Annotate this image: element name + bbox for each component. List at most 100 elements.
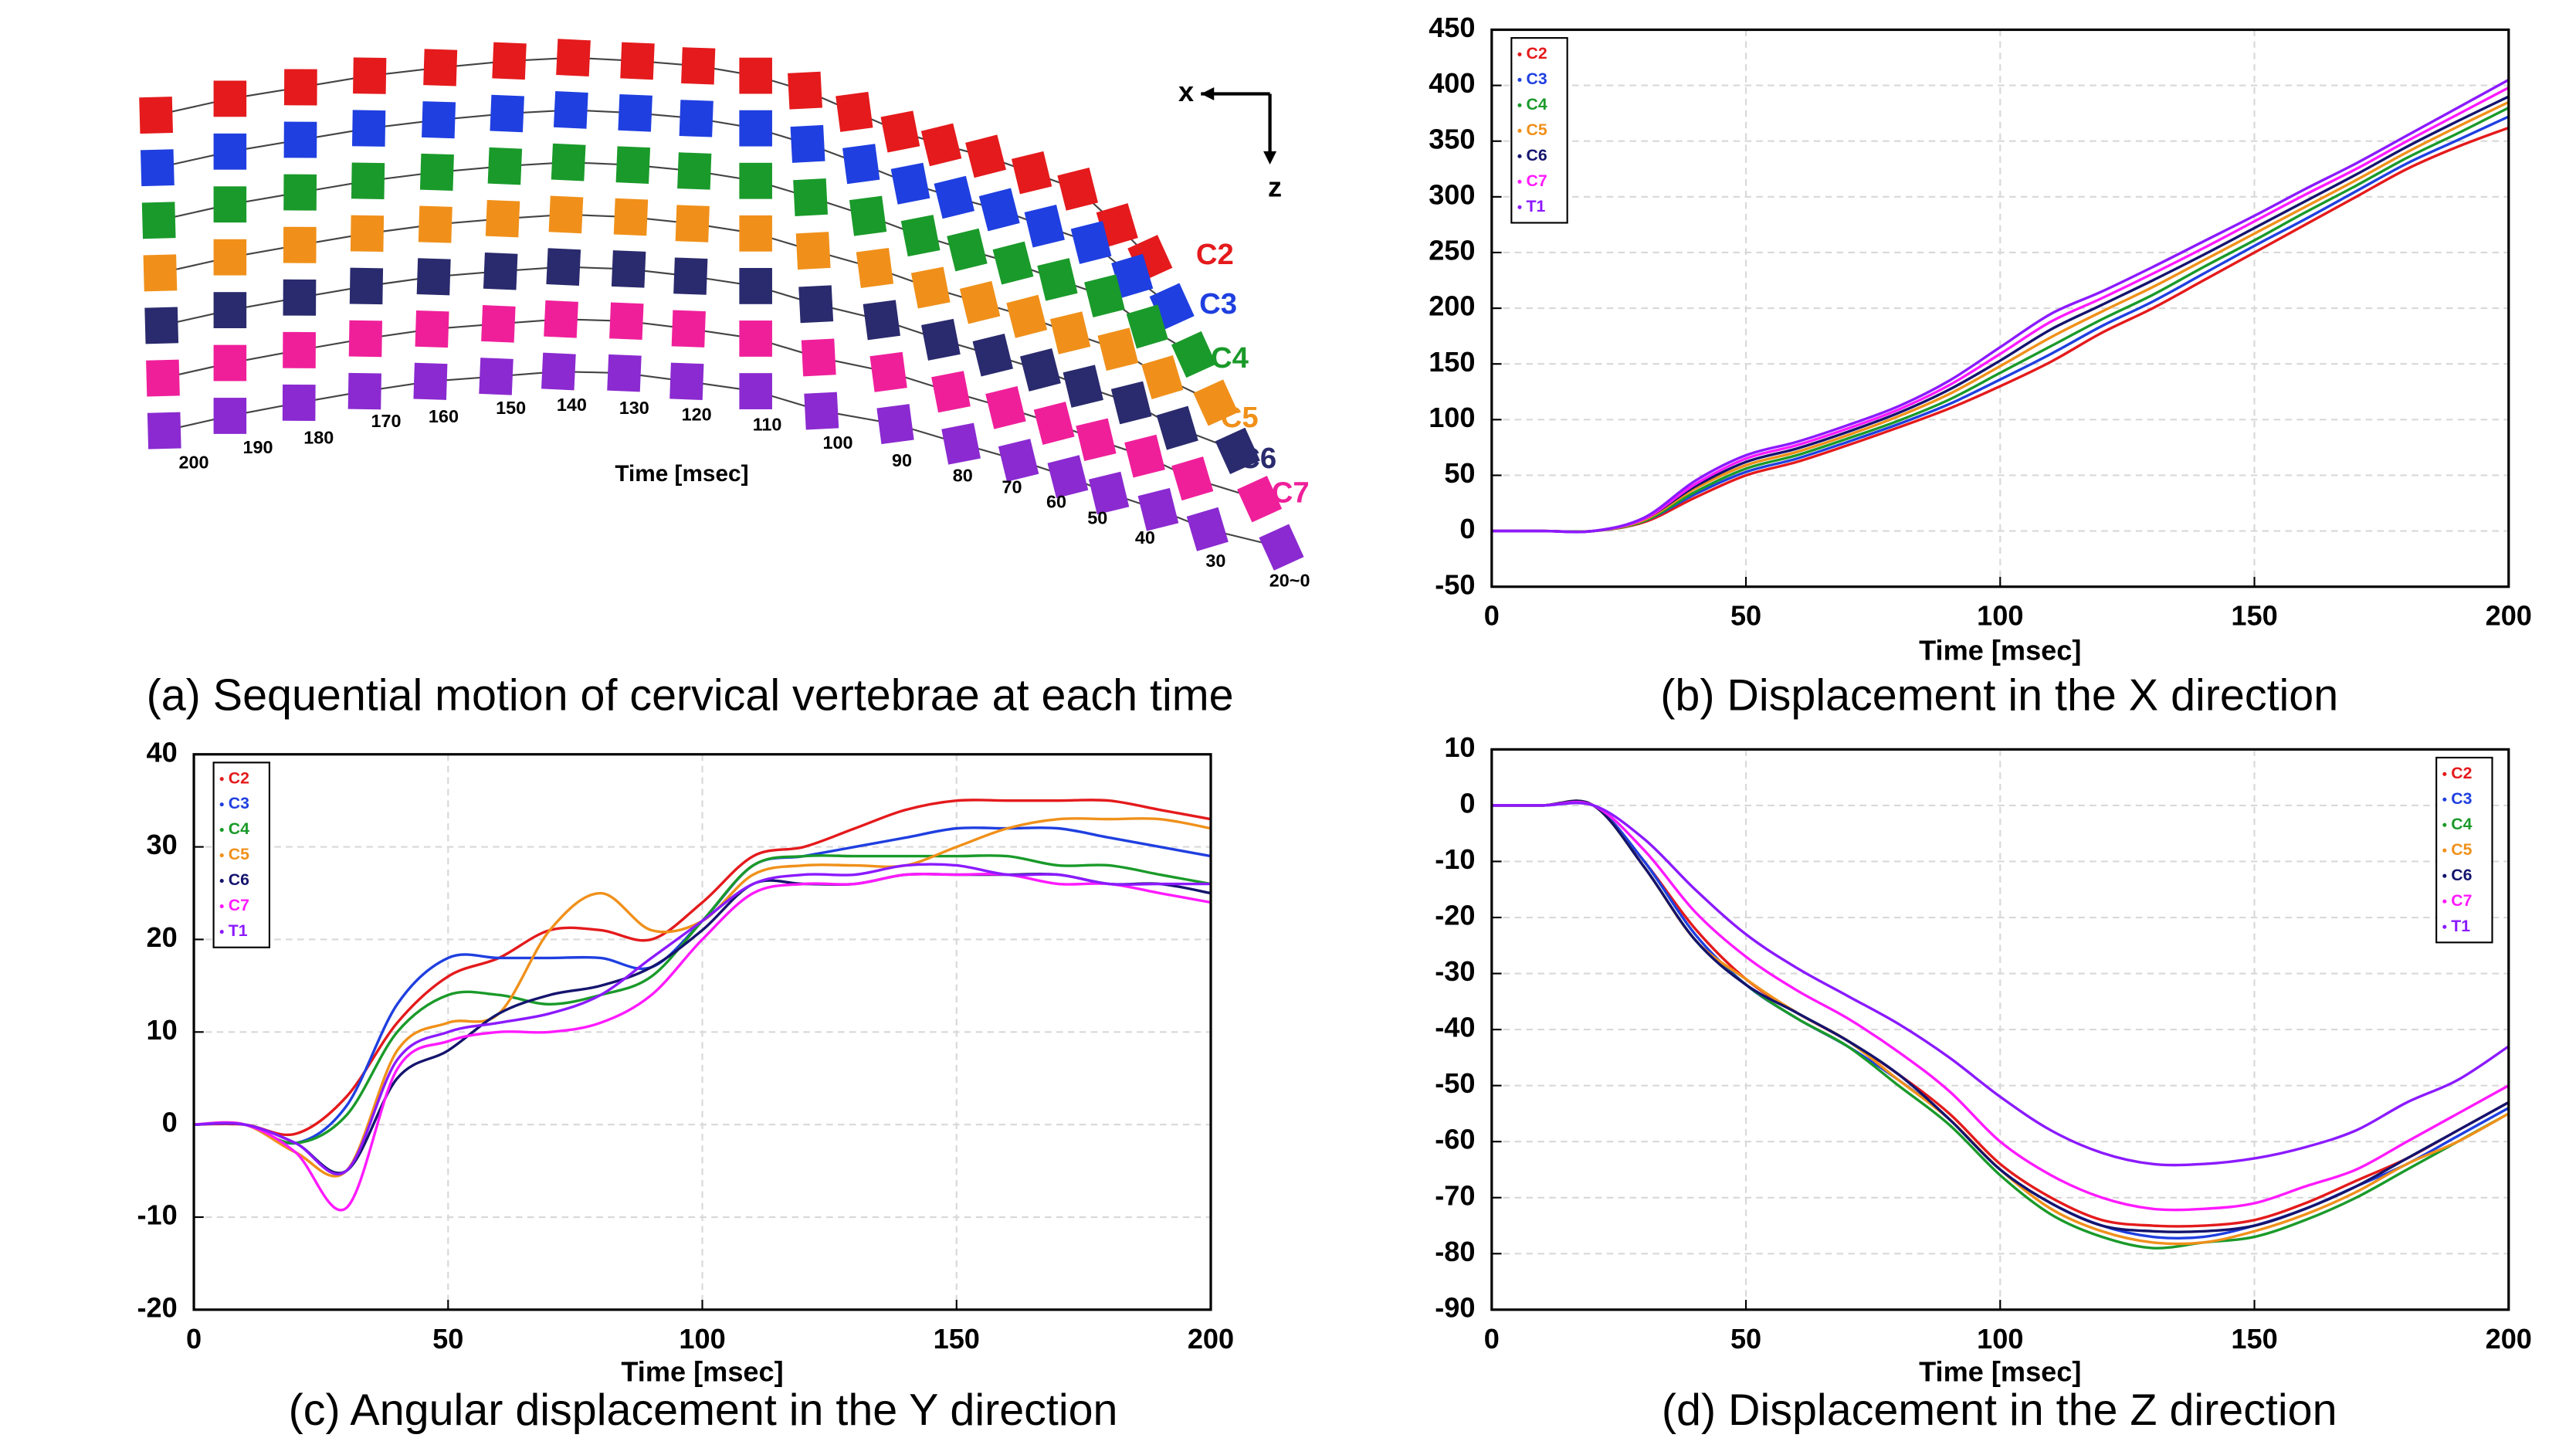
vertebra bbox=[801, 338, 836, 377]
vertebra bbox=[1259, 524, 1304, 571]
time-label: 60 bbox=[1046, 491, 1066, 511]
time-label: 110 bbox=[753, 414, 782, 434]
vertebra bbox=[842, 144, 880, 185]
legend-marker bbox=[219, 802, 224, 807]
vertebra bbox=[213, 292, 247, 328]
series-line bbox=[1491, 86, 2510, 534]
vertebra bbox=[144, 307, 179, 344]
legend-label: C4 bbox=[2451, 815, 2472, 833]
vertebra bbox=[611, 250, 646, 288]
vertebra bbox=[1111, 253, 1154, 298]
vertebra bbox=[615, 146, 651, 184]
vertebra bbox=[1193, 379, 1239, 426]
vertebra bbox=[934, 175, 974, 219]
y-tick-label: -70 bbox=[1435, 1179, 1475, 1211]
legend: C2 C3 C4 C5 C6 C7 T1 bbox=[2435, 756, 2493, 944]
vertebra bbox=[836, 91, 873, 132]
level-label: C4 bbox=[1211, 341, 1249, 375]
vertebra bbox=[213, 133, 247, 170]
vertebra bbox=[1037, 258, 1078, 301]
vertebra bbox=[1215, 427, 1260, 474]
vertebra bbox=[607, 354, 642, 392]
vertebra bbox=[947, 228, 988, 272]
vertebra bbox=[213, 80, 247, 117]
vertebra bbox=[1141, 354, 1184, 399]
x-tick-label: 0 bbox=[1484, 600, 1500, 632]
vertebra bbox=[283, 69, 317, 106]
x-tick-label: 200 bbox=[2486, 600, 2532, 632]
axis-x-label: x bbox=[1178, 76, 1194, 107]
legend-label: C3 bbox=[2451, 789, 2472, 808]
y-tick-label: 0 bbox=[1459, 787, 1475, 819]
y-tick-label: 0 bbox=[1459, 513, 1475, 544]
legend-label: T1 bbox=[2451, 917, 2470, 935]
series-line bbox=[194, 872, 1212, 1212]
vertebra bbox=[679, 100, 713, 137]
vertebra bbox=[283, 174, 317, 211]
level-label: C6 bbox=[1239, 442, 1276, 475]
legend-marker bbox=[1517, 128, 1522, 133]
caption: (d) Displacement in the Z direction bbox=[1662, 1385, 2337, 1435]
vertebra bbox=[941, 422, 981, 465]
vertebra bbox=[788, 71, 822, 110]
vertebra bbox=[1186, 507, 1229, 551]
series-line bbox=[194, 799, 1212, 1137]
vertebra bbox=[1047, 455, 1089, 499]
vertebra bbox=[351, 110, 386, 147]
y-tick-label: -60 bbox=[1435, 1124, 1475, 1155]
vertebra bbox=[213, 398, 247, 434]
vertebra bbox=[849, 195, 887, 236]
y-tick-label: 30 bbox=[147, 829, 178, 860]
legend-label: C2 bbox=[1526, 44, 1547, 63]
legend-label: C5 bbox=[1526, 120, 1547, 139]
legend-label: C4 bbox=[229, 819, 249, 838]
vertebra bbox=[1020, 348, 1061, 392]
vertebra bbox=[416, 258, 451, 296]
vertebra bbox=[978, 188, 1020, 232]
plot-frame bbox=[1490, 28, 2510, 588]
legend-label: C3 bbox=[229, 794, 249, 812]
chart: -50 0 50 100 150 200 250 300 350 400 450 0 50 100 150 2… bbox=[1429, 12, 2532, 721]
legend-label: C5 bbox=[229, 845, 249, 863]
vertebra bbox=[481, 305, 516, 343]
vertebra bbox=[739, 267, 772, 304]
level-label: C7 bbox=[1272, 477, 1310, 510]
vertebra bbox=[1049, 311, 1091, 354]
vertebra bbox=[553, 91, 588, 129]
y-tick-label: -10 bbox=[137, 1199, 178, 1231]
caption: (b) Displacement in the X direction bbox=[1660, 671, 2338, 721]
legend-marker bbox=[1517, 52, 1522, 56]
legend-label: C5 bbox=[2451, 840, 2472, 859]
vertebra bbox=[350, 215, 385, 253]
y-tick-label: 20 bbox=[147, 921, 178, 953]
time-label: 20~0 bbox=[1269, 571, 1310, 591]
vertebra bbox=[618, 94, 652, 132]
x-axis-label: Time [msec] bbox=[621, 1355, 783, 1387]
y-tick-label: 100 bbox=[1429, 402, 1475, 433]
vertebra bbox=[972, 333, 1013, 377]
x-tick-label: 100 bbox=[1977, 1323, 2023, 1355]
series-line bbox=[1491, 106, 2510, 534]
vertebra bbox=[1033, 402, 1075, 445]
legend-label: C6 bbox=[229, 870, 249, 889]
vertebra bbox=[671, 310, 706, 348]
legend-marker bbox=[1517, 103, 1522, 107]
vertebra bbox=[1171, 456, 1214, 501]
vertebra bbox=[1156, 405, 1198, 450]
time-label: 50 bbox=[1087, 508, 1107, 528]
vertebra bbox=[790, 124, 825, 163]
legend-marker bbox=[219, 853, 224, 858]
vertebra bbox=[793, 178, 829, 216]
series-line bbox=[1491, 799, 2510, 1233]
chart: -20 -10 0 10 20 30 40 0 50 100 150 200 Time [msec](c… bbox=[137, 736, 1235, 1435]
vertebra bbox=[804, 392, 839, 430]
vertebra bbox=[419, 153, 454, 191]
vertebra bbox=[910, 266, 951, 309]
y-tick-label: -20 bbox=[137, 1291, 178, 1323]
time-label: 100 bbox=[823, 432, 853, 453]
legend-label: C7 bbox=[1526, 171, 1547, 190]
time-label: 190 bbox=[243, 437, 273, 457]
vertebra bbox=[795, 232, 831, 270]
time-label: 130 bbox=[619, 398, 649, 418]
vertebra bbox=[920, 123, 962, 167]
